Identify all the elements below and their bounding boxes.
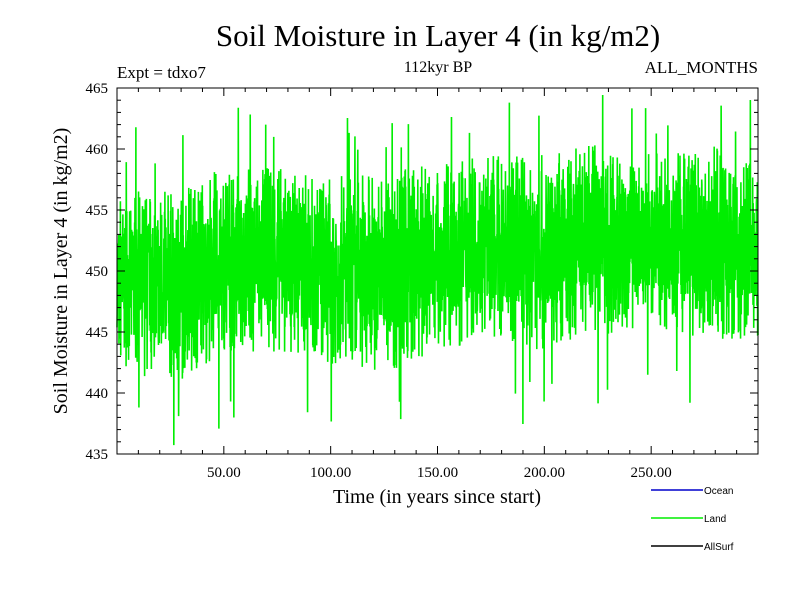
legend: Ocean Land AllSurf	[651, 486, 734, 553]
x-tick-label: 250.00	[631, 465, 672, 481]
y-tick-label: 460	[86, 142, 109, 158]
axes: 435 440 445 450 455 460 465 50.00 100.00 150.00 20…	[86, 81, 758, 481]
x-tick-label: 150.00	[417, 465, 458, 481]
land-series-line	[116, 95, 759, 446]
y-tick-label: 440	[86, 386, 109, 402]
x-tick-label: 200.00	[524, 465, 565, 481]
y-axis-label: Soil Moisture in Layer 4 (in kg/m2)	[50, 128, 72, 415]
y-tick-label: 450	[86, 264, 109, 280]
x-tick-label: 50.00	[207, 465, 241, 481]
y-tick-label: 445	[86, 325, 109, 341]
x-tick-label: 100.00	[310, 465, 351, 481]
x-axis-label: Time (in years since start)	[333, 486, 541, 508]
y-tick-label: 465	[86, 81, 109, 97]
chart-subtitle: 112kyr BP	[404, 59, 472, 76]
y-tick-label: 435	[86, 447, 109, 463]
experiment-label: Expt = tdxo7	[117, 63, 206, 82]
plot-area	[116, 95, 759, 446]
legend-label-land: Land	[704, 514, 726, 525]
legend-label-ocean: Ocean	[704, 486, 733, 497]
chart-title: Soil Moisture in Layer 4 (in kg/m2)	[216, 18, 660, 53]
legend-label-allsurf: AllSurf	[704, 542, 734, 553]
y-tick-label: 455	[86, 203, 109, 219]
months-label: ALL_MONTHS	[645, 58, 758, 77]
